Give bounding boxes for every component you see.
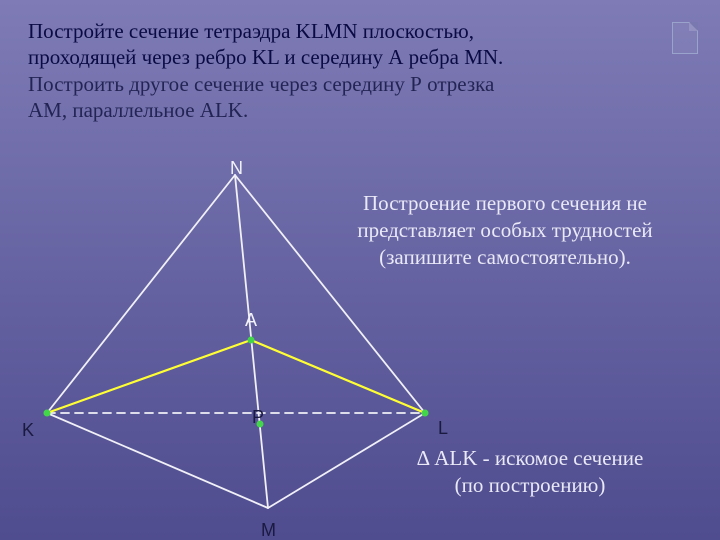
vertex-label-a: A: [245, 310, 257, 331]
vertex-label-n: N: [230, 158, 243, 179]
vertex-label-l: L: [438, 418, 448, 439]
vertex-label-m: M: [261, 520, 276, 540]
vertex-label-k: K: [22, 420, 34, 441]
tetrahedron-diagram: [0, 0, 720, 540]
slide-content: Постройте сечение тетраэдра KLMN плоскос…: [0, 0, 720, 540]
vertex-label-p: P: [252, 407, 264, 428]
